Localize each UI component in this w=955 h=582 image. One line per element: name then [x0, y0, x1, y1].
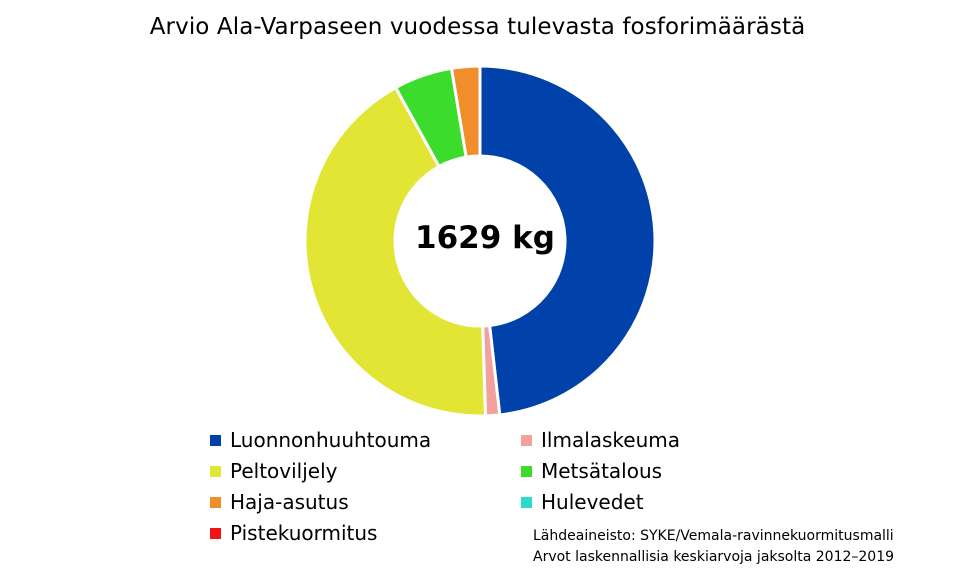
source-line-2: Arvot laskennallisia keskiarvoja jaksolt…	[533, 549, 895, 565]
source-note: Lähdeaineisto: SYKE/Vemala-ravinnekuormi…	[533, 526, 894, 568]
source-line-1: Lähdeaineisto: SYKE/Vemala-ravinnekuormi…	[533, 528, 894, 544]
chart-title: Arvio Ala-Varpaseen vuodessa tulevasta f…	[149, 14, 806, 40]
slice-luonnonhuuhtouma	[478, 64, 657, 417]
donut-slices	[303, 64, 657, 418]
slice-haja-asutus	[449, 64, 482, 159]
slice-peltoviljely	[303, 85, 488, 418]
center-total-label: 1629 kg	[415, 220, 555, 256]
